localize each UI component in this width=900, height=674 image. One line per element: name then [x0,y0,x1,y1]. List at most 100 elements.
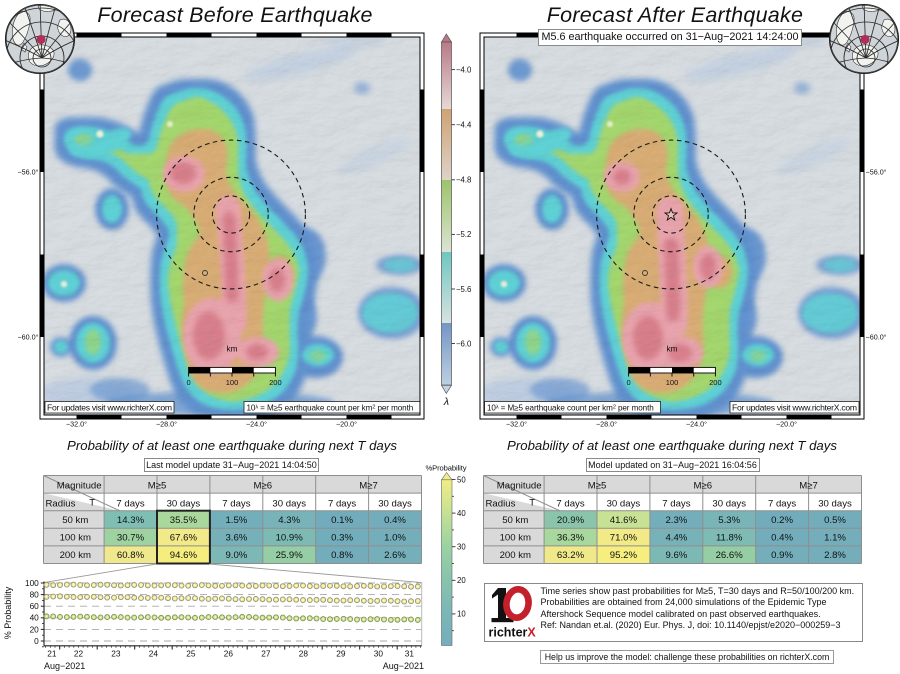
svg-text:40: 40 [30,613,40,623]
svg-text:40: 40 [457,509,466,518]
svg-text:1.0%: 1.0% [384,533,406,544]
svg-text:5.3%: 5.3% [718,515,740,526]
svg-text:1.1%: 1.1% [824,533,846,544]
svg-text:36.3%: 36.3% [556,533,584,544]
svg-text:50 km: 50 km [62,515,88,526]
svg-text:30: 30 [374,649,384,659]
svg-text:M≥7: M≥7 [799,480,818,491]
svg-text:0.1%: 0.1% [331,515,353,526]
svg-text:26.6%: 26.6% [715,550,743,561]
svg-text:0.3%: 0.3% [331,533,353,544]
svg-text:0.5%: 0.5% [824,515,846,526]
svg-text:80: 80 [30,590,40,600]
svg-text:0: 0 [626,378,630,387]
svg-text:−24.0°: −24.0° [685,420,706,429]
svg-text:0.9%: 0.9% [771,550,793,561]
svg-text:−4.4: −4.4 [456,121,472,130]
svg-text:km: km [666,344,677,354]
svg-text:0.8%: 0.8% [331,550,353,561]
svg-text:Radius: Radius [46,498,76,509]
svg-text:For updates visit www.richterX: For updates visit www.richterX.com [732,402,857,412]
svg-text:100 km: 100 km [499,533,530,544]
svg-text:Radius: Radius [485,498,515,509]
svg-text:23: 23 [111,649,121,659]
svg-text:200 km: 200 km [499,550,530,561]
svg-text:0.4%: 0.4% [771,533,793,544]
svg-text:−4.8: −4.8 [456,176,471,185]
svg-text:24: 24 [149,649,159,659]
svg-text:% Probability: % Probability [3,586,13,639]
svg-text:−56.0°: −56.0° [17,168,38,177]
svg-text:200 km: 200 km [60,550,91,561]
svg-text:M≥7: M≥7 [359,480,378,491]
svg-text:30: 30 [457,543,466,552]
svg-text:Aug−2021: Aug−2021 [44,661,85,671]
svg-text:4.4%: 4.4% [665,533,687,544]
svg-text:10λ = M≥5 earthquake count per: 10λ = M≥5 earthquake count per km2 per m… [247,403,414,412]
svg-text:10: 10 [457,610,466,619]
svg-text:−60.0°: −60.0° [865,333,886,342]
svg-text:100: 100 [25,578,39,588]
svg-text:7 days: 7 days [222,498,250,509]
svg-text:T: T [89,498,95,509]
svg-text:14.3%: 14.3% [117,515,145,526]
svg-text:67.6%: 67.6% [170,533,198,544]
svg-text:20: 20 [457,576,466,585]
svg-text:21: 21 [47,649,57,659]
svg-text:%Probability: %Probability [426,464,467,473]
svg-text:63.2%: 63.2% [556,550,584,561]
svg-text:100 km: 100 km [60,533,91,544]
svg-text:richterX: richterX [489,626,537,640]
svg-text:λ: λ [443,396,449,408]
svg-text:Aug−2021: Aug−2021 [383,661,424,671]
svg-text:25: 25 [186,649,196,659]
svg-text:30 days: 30 days [378,498,412,509]
svg-text:−60.0°: −60.0° [17,333,38,342]
svg-text:2.3%: 2.3% [665,515,687,526]
svg-text:7 days: 7 days [116,498,144,509]
svg-text:3.6%: 3.6% [225,533,247,544]
svg-text:−56.0°: −56.0° [865,168,886,177]
svg-text:31: 31 [405,649,415,659]
svg-text:1.5%: 1.5% [225,515,247,526]
svg-text:−20.0°: −20.0° [775,420,796,429]
svg-text:M≥6: M≥6 [254,480,273,491]
svg-text:27: 27 [261,649,271,659]
svg-text:29: 29 [336,649,346,659]
svg-text:9.6%: 9.6% [665,550,687,561]
svg-text:100: 100 [226,378,239,387]
svg-text:0.2%: 0.2% [771,515,793,526]
svg-text:25.9%: 25.9% [276,550,304,561]
svg-text:26: 26 [224,649,234,659]
svg-text:200: 200 [709,378,722,387]
svg-text:10λ = M≥5 earthquake count per: 10λ = M≥5 earthquake count per km2 per m… [487,403,654,412]
svg-text:km: km [226,344,237,354]
svg-text:20: 20 [30,624,40,634]
svg-text:−20.0°: −20.0° [336,420,357,429]
svg-text:30 days: 30 days [606,498,640,509]
svg-text:60: 60 [30,601,40,611]
svg-text:−5.6: −5.6 [456,285,471,294]
svg-text:T: T [529,498,535,509]
svg-text:9.0%: 9.0% [225,550,247,561]
svg-text:4.3%: 4.3% [278,515,300,526]
svg-text:M≥5: M≥5 [587,480,606,491]
svg-text:30 days: 30 days [712,498,746,509]
svg-text:100: 100 [665,378,678,387]
svg-text:7 days: 7 days [767,498,795,509]
svg-text:−28.0°: −28.0° [595,420,616,429]
svg-text:35.5%: 35.5% [170,515,198,526]
svg-text:41.6%: 41.6% [609,515,637,526]
svg-text:7 days: 7 days [328,498,356,509]
svg-text:71.0%: 71.0% [609,533,637,544]
svg-text:50 km: 50 km [502,515,528,526]
svg-text:−6.0: −6.0 [456,339,472,348]
svg-text:Magnitude: Magnitude [57,480,102,491]
svg-text:2.6%: 2.6% [384,550,406,561]
svg-text:−28.0°: −28.0° [156,420,177,429]
svg-text:−4.0: −4.0 [456,65,472,74]
svg-text:7 days: 7 days [556,498,584,509]
svg-text:−32.0°: −32.0° [66,420,87,429]
svg-text:60.8%: 60.8% [117,550,145,561]
svg-text:30 days: 30 days [167,498,201,509]
